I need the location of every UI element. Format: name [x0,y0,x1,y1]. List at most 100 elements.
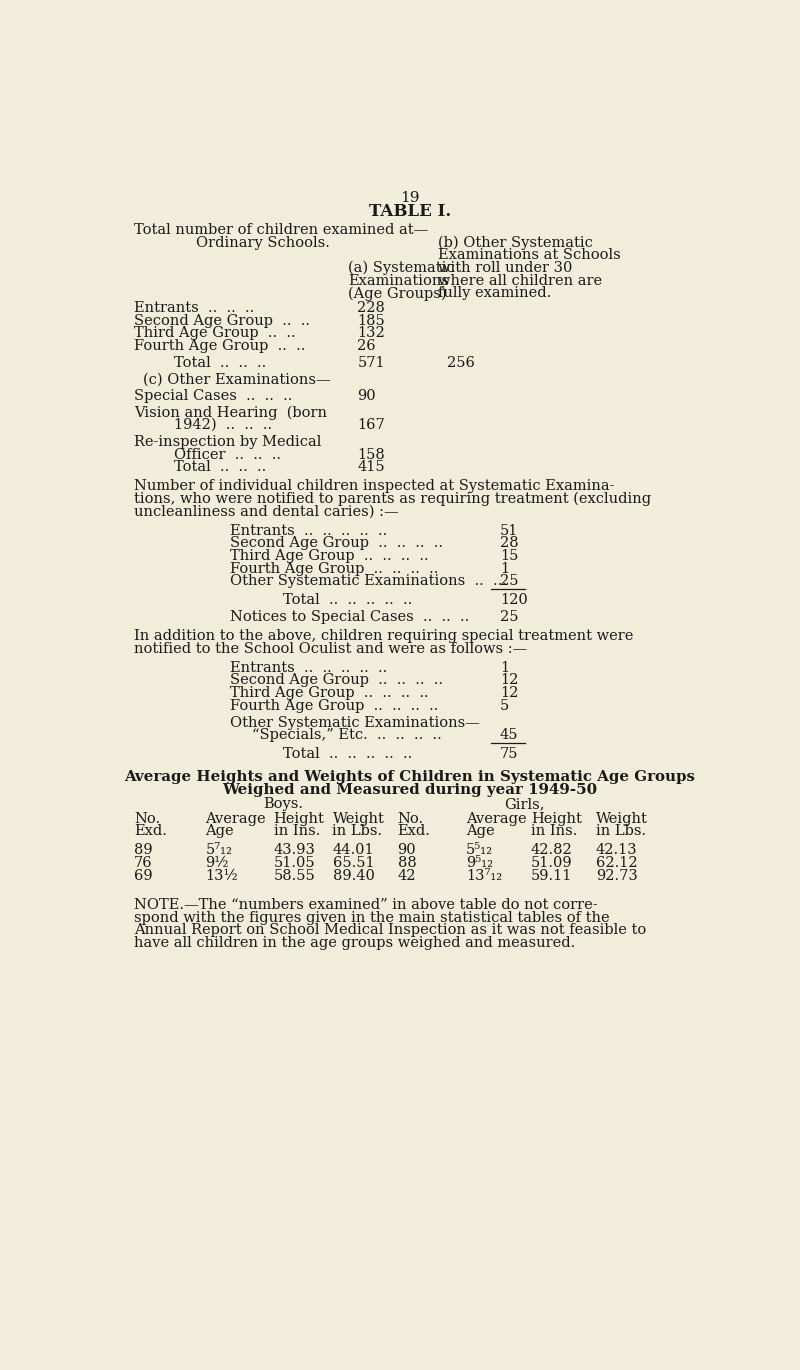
Text: (a) Systematic: (a) Systematic [348,260,454,275]
Text: 44.01: 44.01 [333,843,374,858]
Text: 15: 15 [500,549,518,563]
Text: Total  ..  ..  ..: Total .. .. .. [174,356,266,370]
Text: 42: 42 [398,869,416,882]
Text: notified to the School Oculist and were as follows :—: notified to the School Oculist and were … [134,641,527,656]
Text: 158: 158 [358,448,385,462]
Text: 62.12: 62.12 [596,856,638,870]
Text: (Age Groups): (Age Groups) [348,286,446,300]
Text: 132: 132 [358,326,385,340]
Text: 5⁵₁₂: 5⁵₁₂ [466,843,493,858]
Text: No.: No. [134,811,160,826]
Text: 90: 90 [398,843,416,858]
Text: Girls,: Girls, [505,797,545,811]
Text: Exd.: Exd. [398,825,430,838]
Text: 185: 185 [358,314,385,327]
Text: Age: Age [206,825,234,838]
Text: 76: 76 [134,856,153,870]
Text: Fourth Age Group  ..  ..: Fourth Age Group .. .. [134,338,306,353]
Text: spond with the figures given in the main statistical tables of the: spond with the figures given in the main… [134,911,610,925]
Text: in Ins.: in Ins. [531,825,578,838]
Text: 89: 89 [134,843,153,858]
Text: Annual Report on School Medical Inspection as it was not feasible to: Annual Report on School Medical Inspecti… [134,923,646,937]
Text: (b) Other Systematic: (b) Other Systematic [438,236,593,249]
Text: Entrants  ..  ..  ..  ..  ..: Entrants .. .. .. .. .. [230,660,387,675]
Text: “Specials,” Etc.  ..  ..  ..  ..: “Specials,” Etc. .. .. .. .. [252,729,442,743]
Text: Other Systematic Examinations—: Other Systematic Examinations— [230,715,480,730]
Text: No.: No. [398,811,424,826]
Text: Third Age Group  ..  ..  ..  ..: Third Age Group .. .. .. .. [230,549,429,563]
Text: fully examined.: fully examined. [438,286,551,300]
Text: 1942)  ..  ..  ..: 1942) .. .. .. [174,418,273,432]
Text: Height: Height [531,811,582,826]
Text: NOTE.—The “numbers examined” in above table do not corre-: NOTE.—The “numbers examined” in above ta… [134,899,598,912]
Text: 5: 5 [500,699,509,712]
Text: 51.05: 51.05 [274,856,315,870]
Text: uncleanliness and dental caries) :—: uncleanliness and dental caries) :— [134,504,398,519]
Text: Total  ..  ..  ..  ..  ..: Total .. .. .. .. .. [283,593,412,607]
Text: Third Age Group  ..  ..  ..  ..: Third Age Group .. .. .. .. [230,686,429,700]
Text: Exd.: Exd. [134,825,167,838]
Text: 43.93: 43.93 [274,843,315,858]
Text: 1: 1 [500,660,509,675]
Text: Vision and Hearing  (born: Vision and Hearing (born [134,406,327,419]
Text: 92.73: 92.73 [596,869,638,882]
Text: 51.09: 51.09 [531,856,573,870]
Text: 89.40: 89.40 [333,869,374,882]
Text: have all children in the age groups weighed and measured.: have all children in the age groups weig… [134,936,575,949]
Text: Average: Average [466,811,526,826]
Text: 13½: 13½ [206,869,238,882]
Text: 25: 25 [500,610,518,625]
Text: Number of individual children inspected at Systematic Examina-: Number of individual children inspected … [134,479,614,493]
Text: 5⁷₁₂: 5⁷₁₂ [206,843,232,858]
Text: 9⁵₁₂: 9⁵₁₂ [466,856,493,870]
Text: Second Age Group  ..  ..  ..  ..: Second Age Group .. .. .. .. [230,536,443,551]
Text: in Lbs.: in Lbs. [333,825,382,838]
Text: 26: 26 [358,338,376,353]
Text: Weight: Weight [333,811,384,826]
Text: Total  ..  ..  ..  ..  ..: Total .. .. .. .. .. [283,747,412,762]
Text: Average Heights and Weights of Children in Systematic Age Groups: Average Heights and Weights of Children … [125,770,695,785]
Text: 45: 45 [500,729,518,743]
Text: Examinations at Schools: Examinations at Schools [438,248,621,262]
Text: 90: 90 [358,389,376,403]
Text: 120: 120 [500,593,528,607]
Text: 9½: 9½ [206,856,229,870]
Text: 59.11: 59.11 [531,869,572,882]
Text: 28: 28 [500,536,518,551]
Text: 19: 19 [400,192,420,206]
Text: Other Systematic Examinations  ..  ...: Other Systematic Examinations .. ... [230,574,507,588]
Text: 75: 75 [500,747,518,762]
Text: 65.51: 65.51 [333,856,374,870]
Text: Re-inspection by Medical: Re-inspection by Medical [134,436,322,449]
Text: Average: Average [206,811,266,826]
Text: 13⁷₁₂: 13⁷₁₂ [466,869,502,882]
Text: Officer  ..  ..  ..: Officer .. .. .. [174,448,282,462]
Text: 88: 88 [398,856,416,870]
Text: Second Age Group  ..  ..  ..  ..: Second Age Group .. .. .. .. [230,674,443,688]
Text: 12: 12 [500,674,518,688]
Text: Total  ..  ..  ..: Total .. .. .. [174,460,266,474]
Text: in Ins.: in Ins. [274,825,320,838]
Text: TABLE I.: TABLE I. [369,203,451,221]
Text: Ordinary Schools.: Ordinary Schools. [196,236,330,249]
Text: tions, who were notified to parents as requiring treatment (excluding: tions, who were notified to parents as r… [134,492,651,507]
Text: 51: 51 [500,523,518,537]
Text: 571: 571 [358,356,385,370]
Text: Weighed and Measured during year 1949-50: Weighed and Measured during year 1949-50 [222,784,598,797]
Text: 42.82: 42.82 [531,843,573,858]
Text: Age: Age [466,825,494,838]
Text: 1: 1 [500,562,509,575]
Text: 58.55: 58.55 [274,869,315,882]
Text: Height: Height [274,811,325,826]
Text: Examinations: Examinations [348,274,449,288]
Text: 42.13: 42.13 [596,843,638,858]
Text: Weight: Weight [596,811,648,826]
Text: Entrants  ..  ..  ..  ..  ..: Entrants .. .. .. .. .. [230,523,387,537]
Text: 12: 12 [500,686,518,700]
Text: In addition to the above, children requiring special treatment were: In addition to the above, children requi… [134,629,634,643]
Text: 256: 256 [447,356,475,370]
Text: with roll under 30: with roll under 30 [438,260,572,275]
Text: Special Cases  ..  ..  ..: Special Cases .. .. .. [134,389,293,403]
Text: Boys.: Boys. [263,797,303,811]
Text: Fourth Age Group  ..  ..  ..  ..: Fourth Age Group .. .. .. .. [230,562,438,575]
